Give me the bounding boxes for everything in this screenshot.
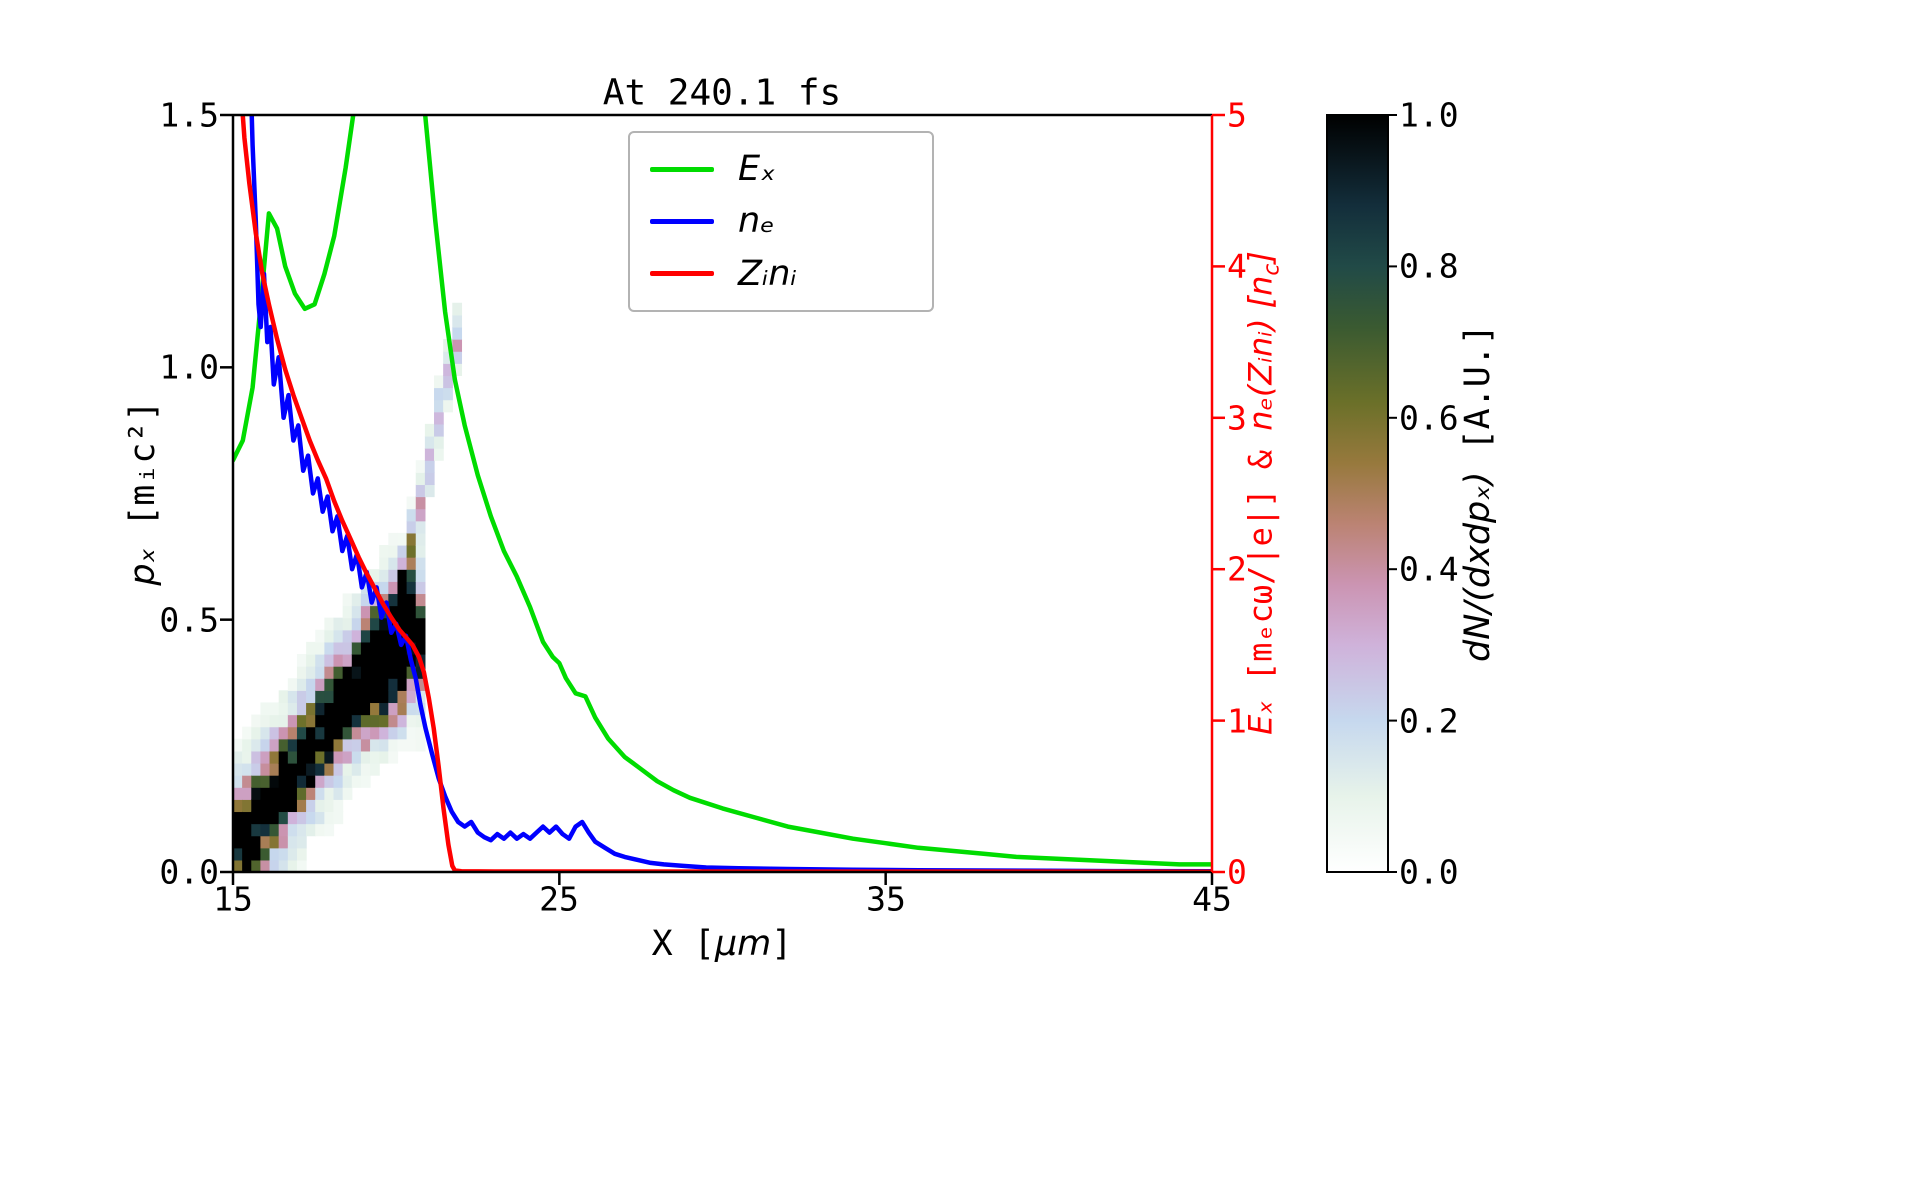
y-left-tick-label: 1.0 — [159, 347, 219, 387]
y-right-tick-label: 0 — [1227, 852, 1247, 892]
plot-title: At 240.1 fs — [602, 72, 842, 114]
legend-label-zini: Zᵢnᵢ — [738, 253, 797, 294]
colorbar-tick-label: 1.0 — [1399, 95, 1459, 135]
legend-entry-zini: Zᵢnᵢ — [630, 254, 932, 294]
legend-entry-ne: nₑ — [630, 201, 932, 241]
legend-entry-ex: Eₓ — [630, 149, 932, 189]
x-tick-label: 45 — [1192, 879, 1232, 919]
colorbar-tick-label: 0.6 — [1399, 398, 1459, 438]
y-left-tick-label: 0.0 — [159, 852, 219, 892]
colorbar-label: dN/(dxdpₓ) [A.U.] — [1458, 324, 1498, 662]
legend-label-ne: nₑ — [738, 201, 775, 242]
legend-label-ex: Eₓ — [738, 149, 776, 190]
y-right-tick-label: 5 — [1227, 95, 1247, 135]
legend-line-ne — [650, 218, 714, 224]
colorbar-tick-label: 0.8 — [1399, 246, 1459, 286]
y-left-tick-label: 0.5 — [159, 600, 219, 640]
colorbar-tick-label: 0.4 — [1399, 549, 1459, 589]
x-axis-label: X [μm] — [651, 924, 793, 964]
legend-line-ex — [650, 166, 714, 172]
y-left-axis-label: pₓ [mᵢc²] — [123, 400, 163, 586]
y-right-axis-label: Eₓ [mₑcω/|e|] & nₑ(Zᵢnᵢ) [nc] — [1241, 251, 1285, 735]
legend-line-zini — [650, 271, 714, 277]
y-right-tick-label: 1 — [1227, 701, 1247, 741]
y-right-tick-label: 2 — [1227, 549, 1247, 589]
x-tick-label: 25 — [539, 879, 579, 919]
y-right-tick-label: 4 — [1227, 246, 1247, 286]
y-left-tick-label: 1.5 — [159, 95, 219, 135]
y-right-tick-label: 3 — [1227, 398, 1247, 438]
legend: Eₓ nₑ Zᵢnᵢ — [628, 131, 934, 312]
x-tick-label: 35 — [866, 879, 906, 919]
colorbar-tick-label: 0.0 — [1399, 852, 1459, 892]
x-tick-label: 15 — [213, 879, 253, 919]
colorbar-tick-label: 0.2 — [1399, 701, 1459, 741]
